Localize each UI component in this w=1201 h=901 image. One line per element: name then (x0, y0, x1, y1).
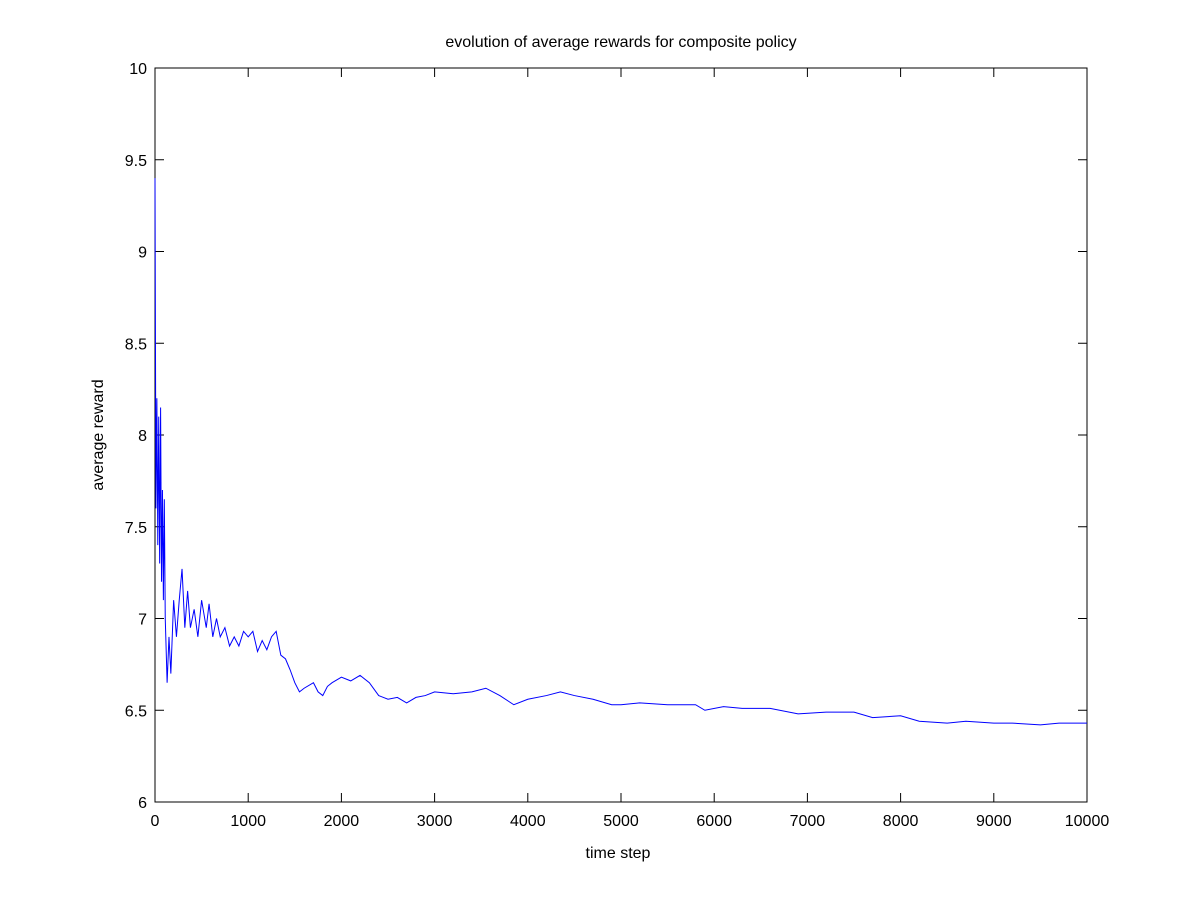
y-tick-label: 10 (129, 61, 147, 78)
y-tick-label: 7.5 (125, 520, 147, 537)
x-tick-label: 5000 (603, 813, 639, 830)
chart-title: evolution of average rewards for composi… (445, 34, 796, 51)
y-tick-label: 9 (138, 245, 147, 262)
y-tick-label: 8 (138, 428, 147, 445)
x-tick-label: 9000 (976, 813, 1012, 830)
data-line (154, 178, 1087, 726)
x-tick-label: 6000 (696, 813, 732, 830)
x-tick-label: 4000 (510, 813, 546, 830)
x-tick-label: 2000 (324, 813, 360, 830)
x-tick-label: 1000 (230, 813, 266, 830)
y-tick-label: 6 (138, 795, 147, 812)
x-tick-label: 3000 (417, 813, 453, 830)
x-tick-label: 7000 (790, 813, 826, 830)
x-tick-label: 0 (151, 813, 160, 830)
y-tick-label: 9.5 (125, 153, 147, 170)
x-tick-label: 10000 (1065, 813, 1110, 830)
plot-area (154, 67, 1088, 803)
y-axis-label: average reward (90, 379, 107, 490)
y-tick-label: 6.5 (125, 703, 147, 720)
x-axis-label: time step (586, 845, 651, 862)
x-tick-label: 8000 (883, 813, 919, 830)
y-tick-label: 8.5 (125, 336, 147, 353)
y-tick-label: 7 (138, 612, 147, 629)
